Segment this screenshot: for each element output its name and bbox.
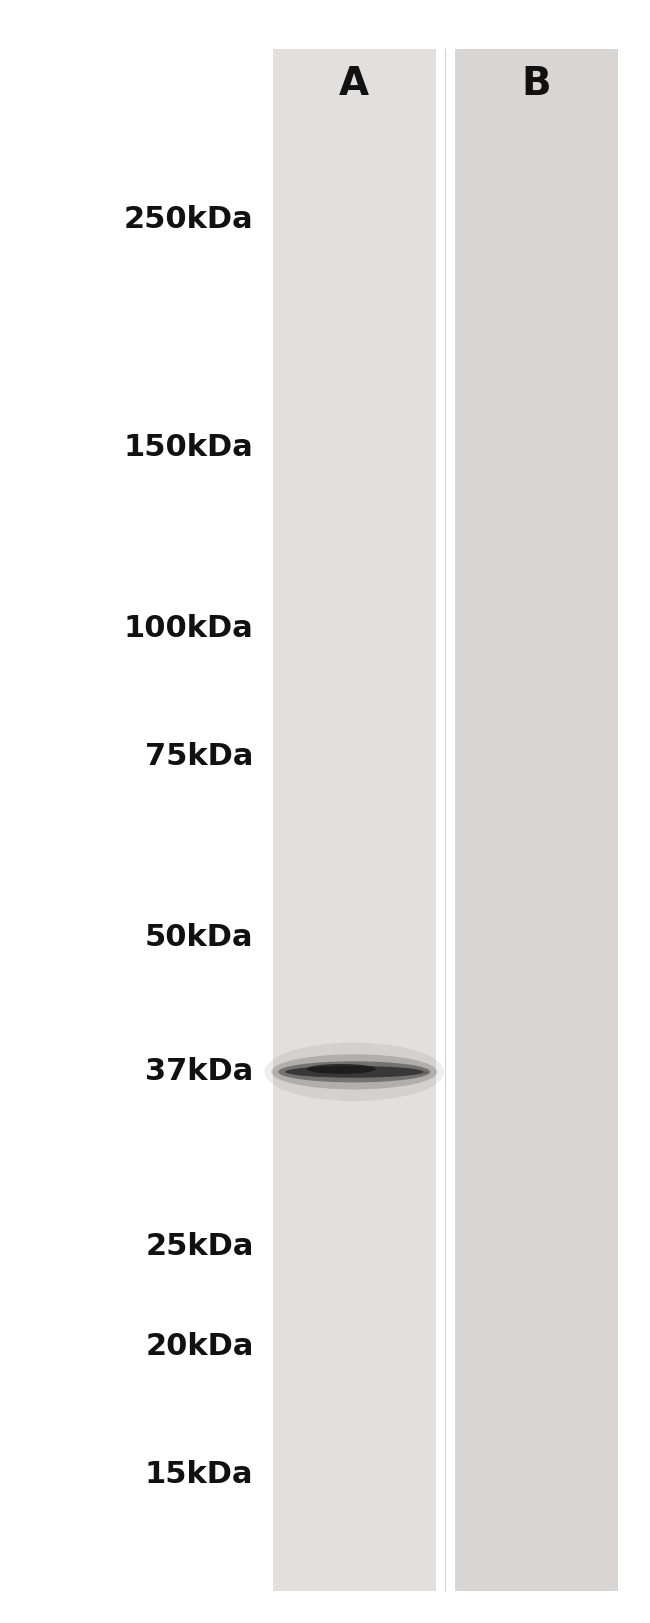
Text: 250kDa: 250kDa bbox=[124, 204, 254, 234]
Bar bbox=[455, 49, 618, 1591]
Text: 150kDa: 150kDa bbox=[124, 433, 254, 463]
Text: 100kDa: 100kDa bbox=[124, 613, 254, 643]
Text: A: A bbox=[339, 65, 369, 102]
Text: 75kDa: 75kDa bbox=[145, 742, 254, 771]
Ellipse shape bbox=[265, 1042, 444, 1100]
Ellipse shape bbox=[285, 1066, 423, 1078]
Text: 15kDa: 15kDa bbox=[145, 1461, 254, 1490]
Text: 50kDa: 50kDa bbox=[145, 923, 254, 953]
Ellipse shape bbox=[278, 1061, 430, 1083]
Bar bbox=[273, 49, 436, 1591]
Ellipse shape bbox=[307, 1065, 376, 1074]
Text: 25kDa: 25kDa bbox=[145, 1232, 254, 1261]
Text: 37kDa: 37kDa bbox=[145, 1057, 254, 1086]
Ellipse shape bbox=[352, 1070, 428, 1076]
Text: B: B bbox=[521, 65, 551, 102]
Text: 20kDa: 20kDa bbox=[145, 1332, 254, 1360]
Ellipse shape bbox=[272, 1055, 437, 1089]
